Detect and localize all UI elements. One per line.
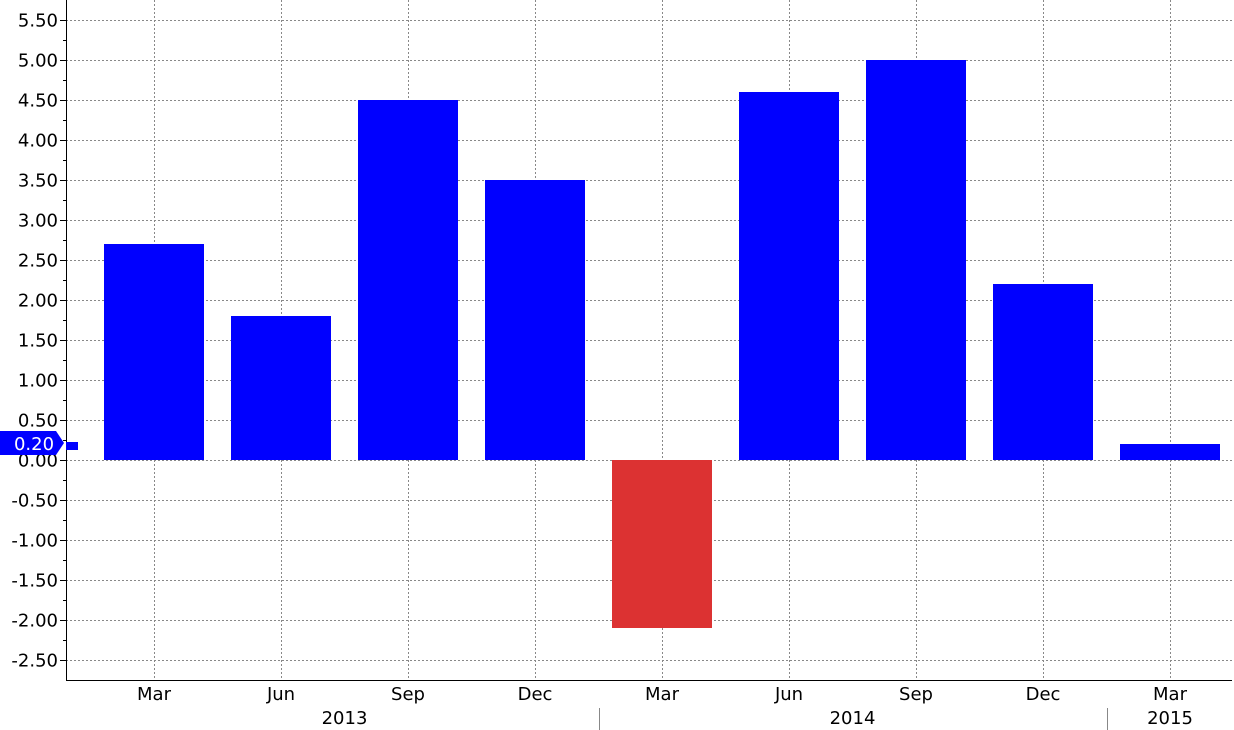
bar [104, 244, 204, 460]
y-tick-label: 1.50 [18, 331, 58, 352]
last-value-marker [66, 442, 78, 450]
x-tick-label: Dec [518, 684, 553, 705]
y-tick-label: -2.50 [11, 651, 58, 672]
x-tick-label: Jun [774, 684, 803, 705]
y-tick-label: 3.50 [18, 171, 58, 192]
x-tick-label: Jun [266, 684, 295, 705]
year-label: 2014 [830, 708, 876, 729]
last-value-callout: 0.20 [0, 431, 78, 455]
y-tick-label: 2.50 [18, 251, 58, 272]
bar [358, 100, 458, 460]
x-tick-label: Mar [645, 684, 680, 705]
last-value-callout-shape [0, 431, 64, 455]
y-tick-label: 2.00 [18, 291, 58, 312]
x-axis: Mar Jun Sep Dec Mar Jun Sep Dec Mar 2013 2014 2015 [66, 680, 1232, 730]
bar [231, 316, 331, 460]
y-tick-label: 0.00 [18, 451, 58, 472]
bar [485, 180, 585, 460]
bar [739, 92, 839, 460]
y-tick-label: -2.00 [11, 611, 58, 632]
y-tick-label: 5.00 [18, 51, 58, 72]
bars [104, 60, 1220, 628]
year-label: 2015 [1147, 708, 1193, 729]
y-tick-label: -1.50 [11, 571, 58, 592]
y-tick-label: 3.00 [18, 211, 58, 232]
x-tick-label: Mar [1153, 684, 1188, 705]
y-axis: -2.50 -2.00 -1.50 -1.00 -0.50 0.00 0.50 1.00 1.5… [11, 0, 67, 680]
x-tick-label: Mar [137, 684, 172, 705]
y-tick-label: -1.00 [11, 531, 58, 552]
x-tick-label: Sep [391, 684, 425, 705]
y-tick-label: 0.50 [18, 411, 58, 432]
bar [1120, 444, 1220, 460]
bar [866, 60, 966, 460]
y-tick-label: -0.50 [11, 491, 58, 512]
x-tick-label: Dec [1026, 684, 1061, 705]
last-value-label: 0.20 [14, 434, 54, 455]
bar [993, 284, 1093, 460]
y-tick-label: 4.00 [18, 131, 58, 152]
y-tick-label: 1.00 [18, 371, 58, 392]
y-tick-label: 4.50 [18, 91, 58, 112]
x-tick-label: Sep [899, 684, 933, 705]
bar [612, 460, 712, 628]
y-tick-label: 5.50 [18, 11, 58, 32]
year-label: 2013 [322, 708, 368, 729]
